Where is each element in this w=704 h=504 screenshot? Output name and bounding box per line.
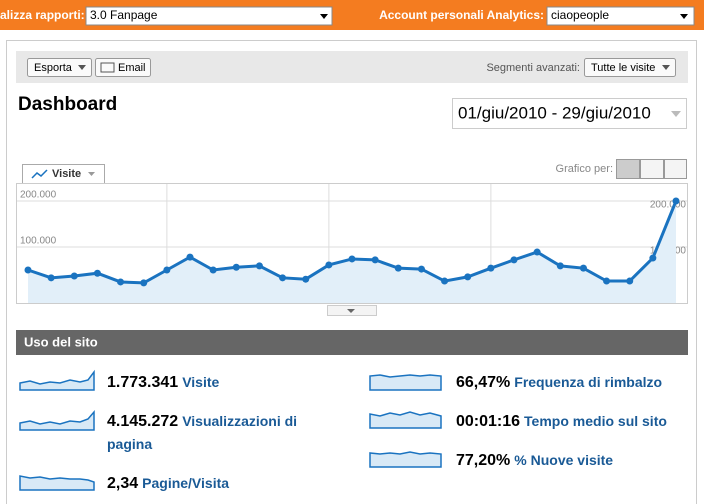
- metric: 2,34 Pagine/Visita: [107, 472, 337, 495]
- segments-select[interactable]: [584, 58, 676, 77]
- point: [556, 262, 564, 270]
- month-button[interactable]: [664, 159, 687, 179]
- point: [487, 264, 495, 272]
- email-icon: [100, 62, 115, 73]
- point: [626, 277, 634, 285]
- point: [163, 266, 171, 274]
- point: [302, 275, 310, 283]
- point: [209, 266, 217, 274]
- metric-value: 66,47%: [456, 374, 511, 391]
- sparklines: [19, 369, 442, 491]
- sparkline: [369, 451, 442, 468]
- dropdown-arrow: [88, 172, 95, 176]
- point: [93, 269, 101, 277]
- point: [533, 248, 541, 256]
- metric-value: 00:01:16: [456, 413, 521, 430]
- area: [28, 201, 676, 303]
- metric-value: 77,20%: [456, 452, 511, 469]
- section-header: [16, 330, 688, 355]
- point: [117, 278, 125, 286]
- metric-link[interactable]: Frequenza di rimbalzo: [514, 374, 663, 390]
- sparkline: [369, 374, 442, 391]
- dropdown-arrow: [662, 65, 670, 70]
- report-label: alizza rapporti:: [0, 8, 85, 22]
- segments-label: Segmenti avanzati:: [486, 62, 580, 74]
- point: [649, 254, 657, 262]
- metric: 4.145.272 Visualizzazioni di pagina: [107, 410, 332, 456]
- sparkline: [369, 411, 442, 429]
- handle-arrow: [347, 309, 355, 313]
- dropdown-arrow: [680, 14, 688, 19]
- export-button[interactable]: [27, 58, 92, 77]
- point: [348, 255, 356, 263]
- metric: 77,20%% Nuove visite: [456, 449, 696, 472]
- point: [232, 263, 240, 271]
- segments-text: Tutte le visite: [591, 62, 655, 74]
- sparkline: [19, 475, 95, 491]
- y-tick-label: 200.000: [20, 190, 57, 201]
- account-select[interactable]: [546, 6, 695, 26]
- page-title: Dashboard: [18, 94, 117, 115]
- dropdown-arrow: [78, 65, 86, 70]
- point: [47, 274, 55, 282]
- account-select-text: ciaopeople: [551, 8, 609, 22]
- point: [441, 277, 449, 285]
- tab-text: Visite: [52, 168, 81, 180]
- week-button[interactable]: [640, 159, 664, 179]
- dropdown-arrow: [671, 111, 681, 117]
- section-title: Uso del sito: [24, 334, 98, 349]
- point: [186, 253, 194, 261]
- metric: 66,47% Frequenza di rimbalzo: [456, 371, 696, 394]
- point: [70, 272, 78, 280]
- point: [464, 273, 472, 281]
- metric-link[interactable]: % Nuove visite: [514, 452, 614, 468]
- metric-value: 1.773.341: [107, 374, 179, 391]
- point: [579, 264, 587, 272]
- y-tick-label: 100.000: [20, 236, 57, 247]
- graph-by-label: Grafico per:: [556, 163, 613, 175]
- metric-value: 4.145.272: [107, 413, 179, 430]
- metric-link[interactable]: Visite: [182, 374, 220, 390]
- report-select[interactable]: [85, 6, 333, 26]
- point: [279, 274, 287, 282]
- tab-icon: [31, 169, 48, 179]
- sparkline: [19, 369, 95, 391]
- report-select-text: 3.0 Fanpage: [90, 8, 158, 22]
- point: [325, 261, 333, 269]
- point: [510, 256, 518, 264]
- y-tick-label: 200.000: [650, 200, 687, 211]
- day-button[interactable]: [616, 159, 640, 179]
- metric: 1.773.341 Visite: [107, 371, 337, 394]
- metric-link[interactable]: Tempo medio sul sito: [524, 413, 667, 429]
- export-text: Esporta: [34, 62, 73, 74]
- metric-link[interactable]: Visualizzazioni di pagina: [107, 413, 298, 452]
- point: [672, 197, 680, 205]
- sparkline: [19, 409, 95, 431]
- metric-link[interactable]: Pagine/Visita: [142, 475, 230, 491]
- email-text: Email: [118, 62, 146, 74]
- date-range[interactable]: [452, 98, 687, 129]
- point: [140, 279, 148, 287]
- point: [371, 256, 379, 264]
- point: [24, 266, 32, 274]
- dropdown-arrow: [320, 14, 328, 19]
- metric-value: 2,34: [107, 475, 139, 492]
- date-range-text: 01/giu/2010 - 29/giu/2010: [458, 103, 651, 122]
- point: [394, 264, 402, 272]
- metric: 00:01:16 Tempo medio sul sito: [456, 410, 696, 433]
- account-label: Account personali Analytics:: [379, 8, 544, 22]
- point: [255, 262, 263, 270]
- point: [603, 277, 611, 285]
- point: [417, 265, 425, 273]
